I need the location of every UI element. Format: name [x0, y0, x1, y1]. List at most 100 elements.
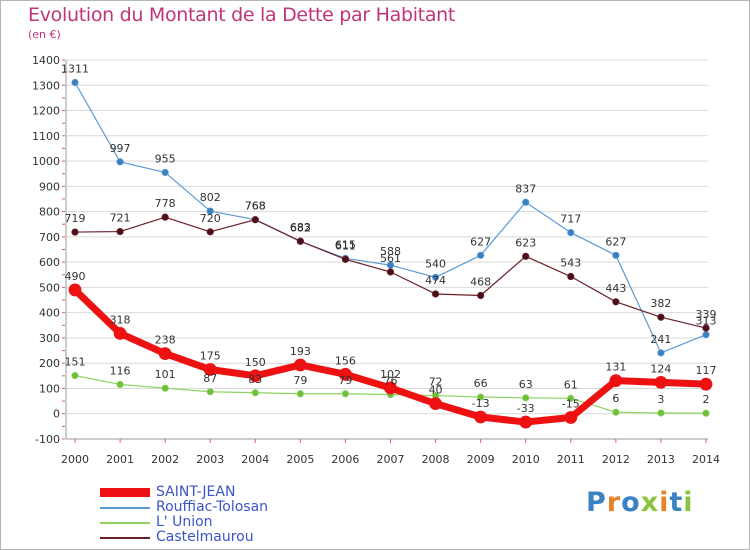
- data-point-castelmaurou: [386, 268, 395, 276]
- data-point-saint-jean: [339, 367, 352, 381]
- x-tick-label: 2003: [196, 453, 224, 466]
- data-point-l-union: [341, 390, 350, 398]
- data-label-saint-jean: 40: [429, 384, 443, 397]
- y-axis-unit: (en €): [28, 28, 61, 41]
- data-label-rouffiac-tolosan: 802: [200, 191, 221, 204]
- data-label-rouffiac-tolosan: 955: [155, 152, 176, 165]
- data-point-castelmaurou: [522, 252, 530, 260]
- data-point-saint-jean: [158, 347, 172, 360]
- x-tick-label: 2001: [106, 453, 134, 466]
- data-label-castelmaurou: 443: [605, 282, 626, 295]
- y-tick-label: 0: [53, 408, 60, 421]
- x-tick-label: 2000: [61, 453, 89, 466]
- data-label-l-union: 63: [519, 378, 533, 391]
- data-point-rouffiac-tolosan: [612, 251, 620, 259]
- data-label-saint-jean: 124: [650, 362, 671, 375]
- data-point-castelmaurou: [431, 290, 440, 298]
- data-label-castelmaurou: 768: [245, 200, 266, 213]
- data-point-l-union: [161, 384, 169, 392]
- data-point-rouffiac-tolosan: [477, 251, 485, 259]
- data-label-l-union: 61: [564, 378, 578, 391]
- data-label-l-union: 83: [248, 373, 262, 386]
- data-label-l-union: 66: [474, 377, 488, 390]
- y-tick-label: 300: [39, 332, 60, 345]
- data-point-saint-jean: [609, 374, 623, 388]
- data-point-rouffiac-tolosan: [567, 228, 575, 237]
- x-tick-label: 2005: [286, 453, 314, 466]
- y-tick-label: 1000: [32, 155, 60, 168]
- data-point-saint-jean: [519, 415, 533, 429]
- data-label-rouffiac-tolosan: 1311: [61, 62, 89, 75]
- legend-swatch: [100, 522, 150, 524]
- logo-letter: P: [586, 487, 607, 518]
- data-label-saint-jean: 193: [290, 345, 311, 358]
- data-point-rouffiac-tolosan: [116, 158, 124, 166]
- data-label-saint-jean: 490: [65, 270, 86, 283]
- data-point-l-union: [657, 409, 665, 417]
- legend-label: Castelmaurou: [156, 529, 254, 545]
- data-label-saint-jean: 238: [155, 334, 176, 347]
- chart-title: Evolution du Montant de la Dette par Hab…: [28, 4, 456, 26]
- logo-letter: x: [640, 487, 660, 518]
- data-point-rouffiac-tolosan: [71, 78, 79, 87]
- data-point-castelmaurou: [296, 237, 304, 245]
- data-label-castelmaurou: 778: [155, 197, 176, 210]
- data-point-saint-jean: [68, 283, 82, 297]
- x-tick-label: 2006: [331, 453, 359, 466]
- data-point-rouffiac-tolosan: [431, 273, 440, 281]
- data-point-l-union: [206, 388, 214, 396]
- data-label-rouffiac-tolosan: 627: [470, 235, 491, 248]
- data-label-saint-jean: -13: [472, 397, 490, 410]
- y-tick-label: 500: [39, 281, 60, 294]
- data-label-saint-jean: -15: [562, 398, 580, 411]
- data-point-l-union: [522, 394, 530, 402]
- data-label-castelmaurou: 561: [380, 252, 401, 265]
- y-tick-label: 100: [39, 382, 60, 395]
- x-tick-label: 2004: [241, 453, 269, 466]
- x-tick-label: 2008: [422, 453, 450, 466]
- data-label-l-union: 116: [110, 364, 131, 377]
- data-label-castelmaurou: 611: [335, 239, 356, 252]
- y-tick-label: 800: [39, 206, 60, 219]
- data-point-castelmaurou: [567, 272, 575, 281]
- data-label-l-union: 3: [657, 393, 664, 406]
- data-point-rouffiac-tolosan: [161, 168, 169, 177]
- data-point-l-union: [702, 409, 710, 417]
- legend-label: L' Union: [156, 514, 213, 530]
- data-point-saint-jean: [474, 410, 488, 424]
- data-label-l-union: 6: [612, 392, 619, 405]
- y-tick-label: 600: [39, 256, 60, 269]
- data-point-castelmaurou: [71, 228, 79, 236]
- x-tick-label: 2012: [602, 453, 630, 466]
- data-label-saint-jean: 150: [245, 356, 266, 369]
- data-point-castelmaurou: [251, 216, 259, 224]
- data-point-saint-jean: [293, 358, 307, 372]
- data-labels: 1311997955802768682615588540627837717627…: [61, 62, 717, 415]
- legend-swatch: [100, 488, 150, 497]
- data-point-castelmaurou: [341, 255, 350, 263]
- legend-label: SAINT-JEAN: [156, 484, 236, 500]
- data-point-castelmaurou: [161, 213, 169, 221]
- data-point-castelmaurou: [116, 227, 124, 236]
- data-label-castelmaurou: 720: [200, 212, 221, 225]
- data-point-saint-jean: [384, 381, 397, 395]
- data-label-castelmaurou: 623: [515, 236, 536, 249]
- y-tick-label: 200: [39, 357, 60, 370]
- x-tick-label: 2013: [647, 453, 675, 466]
- legend-swatch: [100, 537, 150, 539]
- data-label-castelmaurou: 721: [110, 212, 131, 225]
- data-point-l-union: [71, 371, 79, 380]
- y-tick-label: -100: [35, 433, 60, 446]
- data-point-rouffiac-tolosan: [206, 207, 214, 215]
- data-label-castelmaurou: 543: [560, 257, 581, 270]
- data-point-rouffiac-tolosan: [522, 198, 530, 206]
- data-point-saint-jean: [699, 377, 713, 391]
- x-tick-label: 2011: [557, 453, 585, 466]
- data-point-castelmaurou: [477, 291, 485, 300]
- data-label-rouffiac-tolosan: 241: [650, 333, 671, 346]
- y-tick-label: 1100: [32, 130, 60, 143]
- data-label-rouffiac-tolosan: 997: [110, 142, 131, 155]
- data-label-castelmaurou: 719: [65, 212, 86, 225]
- x-tick-label: 2007: [377, 453, 405, 466]
